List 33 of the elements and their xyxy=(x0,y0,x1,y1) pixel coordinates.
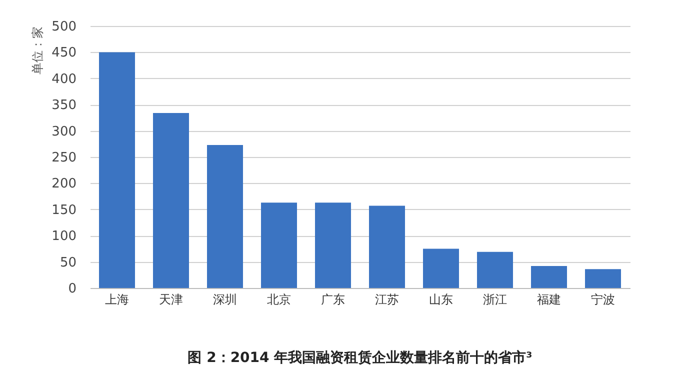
y-tick-label: 300 xyxy=(52,124,76,140)
y-tick-label: 0 xyxy=(68,282,76,296)
x-tick-label: 北京 xyxy=(267,292,291,306)
x-tick-label: 山东 xyxy=(429,292,453,306)
x-tick-label: 江苏 xyxy=(375,292,399,306)
x-tick-label: 福建 xyxy=(537,292,561,306)
bar xyxy=(585,269,621,288)
bar xyxy=(99,52,135,288)
y-tick-label: 400 xyxy=(52,72,76,87)
x-tick-label: 上海 xyxy=(105,292,129,306)
bar xyxy=(423,248,459,288)
y-tick-label: 500 xyxy=(52,20,76,34)
bar xyxy=(153,112,189,288)
y-tick-label: 200 xyxy=(52,176,76,192)
bar xyxy=(477,252,513,288)
bar xyxy=(207,144,243,288)
x-tick-label: 宁波 xyxy=(591,292,615,306)
x-tick-label: 广东 xyxy=(321,292,345,306)
y-tick-label: 250 xyxy=(52,150,76,166)
x-tick-label: 天津 xyxy=(159,292,183,306)
y-tick-label: 50 xyxy=(60,255,76,270)
y-axis-title: 单位：家 xyxy=(30,26,44,74)
y-tick-label: 350 xyxy=(52,98,76,114)
bar xyxy=(369,206,405,288)
x-tick-label: 浙江 xyxy=(483,292,507,306)
y-tick-label: 450 xyxy=(52,46,76,61)
x-tick-label: 深圳 xyxy=(213,292,237,306)
text: 图 2：2014 年我国融资租赁企业数量排名前十的省市³ xyxy=(188,349,532,366)
y-tick-label: 100 xyxy=(52,229,76,244)
y-tick-label: 150 xyxy=(52,202,76,218)
bar xyxy=(315,202,351,288)
bar xyxy=(531,266,567,288)
bar xyxy=(261,202,297,288)
